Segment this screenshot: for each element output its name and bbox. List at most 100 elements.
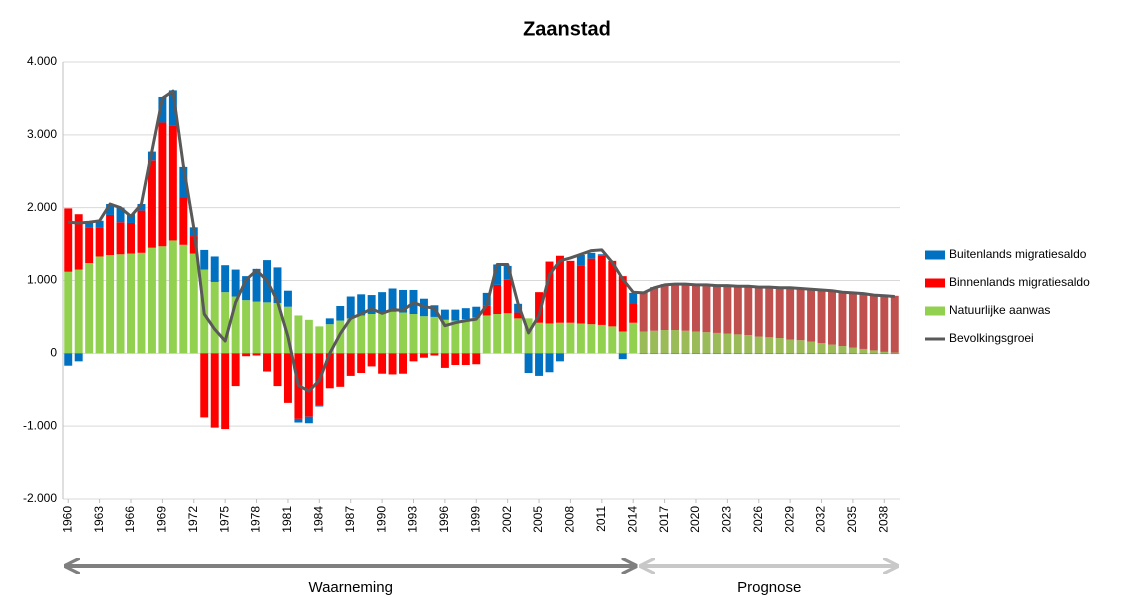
bar-segment [671,283,680,331]
bar-segment [712,332,721,354]
bar-segment [692,284,700,332]
bar-segment [137,204,146,211]
bar-segment [650,353,659,355]
bar-segment [95,220,104,228]
bar-segment [660,353,669,355]
bar-segment [671,353,680,355]
bar-segment [744,285,753,336]
bar-segment [304,319,313,354]
bar-segment [367,295,376,315]
bar-segment [158,96,167,123]
bar-segment [242,300,251,354]
bar-segment [576,323,585,354]
bar-segment [95,256,104,354]
bar-segment [692,331,700,354]
x-tick-label: 2038 [876,506,890,533]
bar-segment [503,265,512,280]
bar-segment [817,353,826,355]
bar-segment [514,312,523,319]
bar-segment [555,255,564,323]
bar-segment [838,291,847,347]
bar-segment [74,353,83,362]
bar-segment [64,271,73,354]
bar-segment [671,330,680,354]
bar-segment [168,240,177,354]
bar-segment [137,252,146,354]
bar-segment [252,301,261,354]
bar-segment [116,254,125,354]
bar-segment [744,335,753,354]
bar-segment [179,197,188,245]
bar-segment [608,260,617,327]
x-tick-label: 1993 [406,506,420,533]
bar-segment [304,416,313,424]
x-tick-label: 1981 [280,506,294,533]
x-tick-label: 2002 [500,506,514,533]
bar-segment [106,255,115,354]
bar-segment [461,319,470,354]
bar-segment [597,255,606,325]
bar-segment [189,236,198,254]
bar-segment [535,322,544,354]
bar-segment [346,353,355,376]
bar-segment [294,418,303,423]
bar-segment [828,289,836,345]
bar-segment [702,353,711,355]
x-tick-label: 2014 [625,506,639,533]
bar-segment [221,265,230,293]
bar-segment [367,353,376,367]
bar-segment [357,353,366,373]
bar-segment [367,314,376,354]
bar-segment [158,122,167,247]
bar-segment [848,347,857,354]
x-tick-label: 2026 [751,506,765,533]
bar-segment [796,287,805,341]
bar-segment [848,292,857,348]
x-tick-label: 1972 [186,506,200,533]
bar-segment [440,319,449,354]
y-tick-label: 2.000 [27,200,57,214]
bar-segment [482,292,491,306]
bar-segment [325,324,334,354]
bar-segment [765,286,774,338]
bar-segment [681,283,690,331]
bar-segment [158,246,167,354]
bar-segment [723,333,732,354]
bar-segment [869,353,878,355]
bar-segment [346,296,355,319]
bar-segment [85,222,94,228]
bar-segment [127,214,135,223]
bar-segment [325,318,334,325]
x-tick-label: 2020 [688,506,702,533]
bar-segment [639,353,648,355]
bar-segment [74,214,83,270]
bar-segment [357,315,366,354]
bar-segment [179,244,188,354]
bar-segment [210,353,219,428]
bar-segment [263,353,271,372]
bar-segment [692,353,700,355]
bar-segment [336,353,345,387]
bar-segment [733,353,742,355]
bar-segment [608,326,617,354]
bar-segment [618,353,627,360]
x-tick-label: 1996 [437,506,451,533]
bar-segment [702,284,711,333]
bar-segment [242,276,251,301]
bar-segment [263,302,271,354]
bar-segment [807,353,816,355]
bar-segment [461,308,470,320]
bar-segment [587,258,596,325]
bar-segment [817,289,826,344]
bar-segment [388,288,397,312]
bar-segment [890,295,899,353]
x-tick-label: 1999 [468,506,482,533]
x-tick-label: 2011 [594,506,608,532]
bar-segment [451,309,460,321]
bar-segment [660,284,669,331]
bar-segment [210,256,219,282]
legend-swatch [925,250,945,260]
bar-segment [137,210,146,253]
bar-segment [472,317,481,354]
bar-segment [597,254,606,256]
